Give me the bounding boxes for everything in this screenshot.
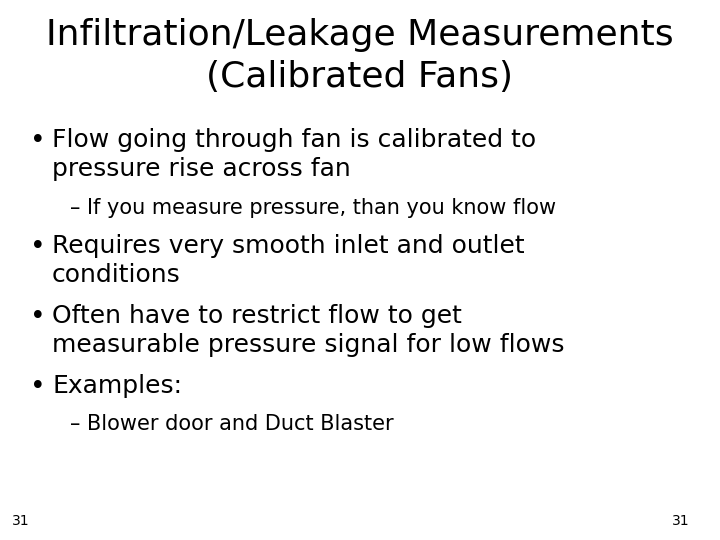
Text: 31: 31 — [12, 514, 30, 528]
Text: (Calibrated Fans): (Calibrated Fans) — [207, 60, 513, 94]
Text: •: • — [30, 304, 45, 330]
Text: Requires very smooth inlet and outlet
conditions: Requires very smooth inlet and outlet co… — [52, 234, 525, 287]
Text: •: • — [30, 128, 45, 154]
Text: •: • — [30, 374, 45, 400]
Text: Examples:: Examples: — [52, 374, 182, 398]
Text: Often have to restrict flow to get
measurable pressure signal for low flows: Often have to restrict flow to get measu… — [52, 304, 564, 357]
Text: •: • — [30, 234, 45, 260]
Text: Infiltration/Leakage Measurements: Infiltration/Leakage Measurements — [46, 18, 674, 52]
Text: Flow going through fan is calibrated to
pressure rise across fan: Flow going through fan is calibrated to … — [52, 128, 536, 181]
Text: – Blower door and Duct Blaster: – Blower door and Duct Blaster — [70, 414, 394, 434]
Text: 31: 31 — [672, 514, 690, 528]
Text: – If you measure pressure, than you know flow: – If you measure pressure, than you know… — [70, 198, 556, 218]
